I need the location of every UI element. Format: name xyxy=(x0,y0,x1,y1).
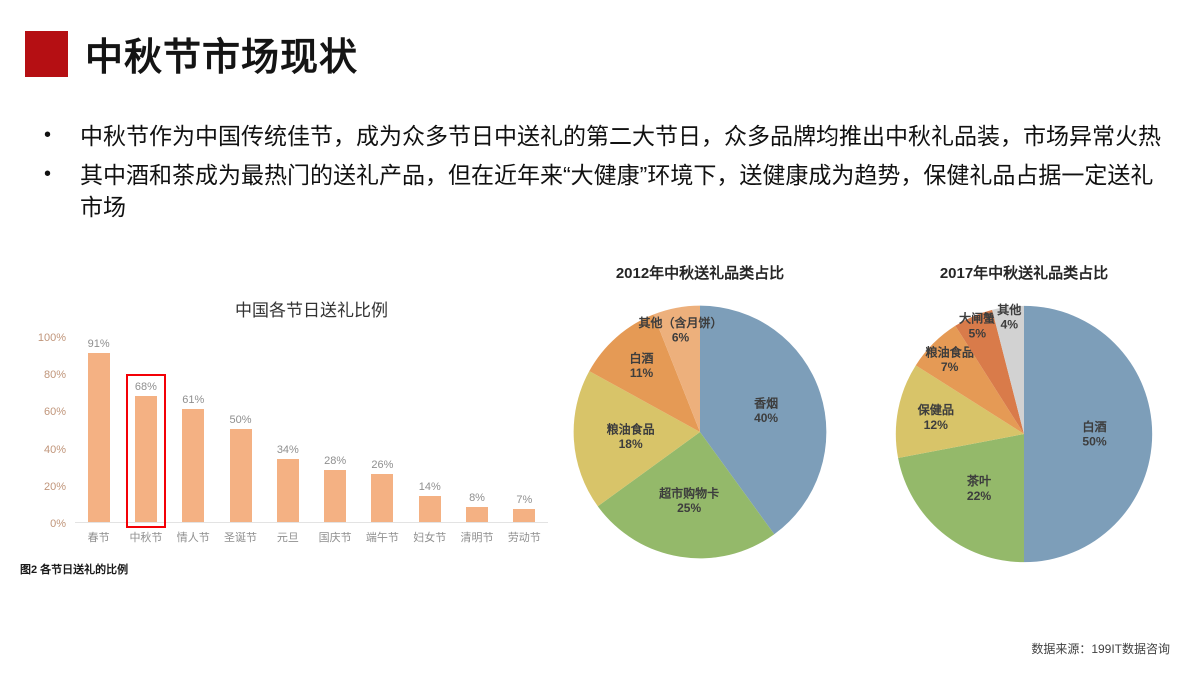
bar-value-label: 28% xyxy=(324,454,347,467)
bar-value-label: 7% xyxy=(516,493,533,506)
bar-column: 50% xyxy=(217,337,264,522)
title-accent-square xyxy=(25,30,68,77)
pie-chart-2017-title: 2017年中秋送礼品类占比 xyxy=(939,265,1109,282)
pie-slice-label: 超市购物卡25% xyxy=(658,485,719,515)
bar-category-label: 端午节 xyxy=(365,532,399,544)
pie-slice-label: 保健品12% xyxy=(917,402,954,432)
bullet-list: 中秋节作为中国传统佳节，成为众多节日中送礼的第二大节日，众多品牌均推出中秋礼品装… xyxy=(44,120,1165,230)
pie-chart-2012: 2012年中秋送礼品类占比 香烟40% 超市购物卡25% 粮油食品18% 白酒11% 其… xyxy=(550,262,850,571)
pie-slice xyxy=(898,434,1024,563)
pie-slice-label: 粮油食品18% xyxy=(607,421,655,451)
pie-slice-label: 大闸蟹5% xyxy=(959,311,995,341)
pie-svg-2012: 香烟40% 超市购物卡25% 粮油食品18% 白酒11% 其他（含月饼）6% xyxy=(573,305,827,559)
bar xyxy=(324,469,347,522)
bullet-item: 其中酒和茶成为最热门的送礼产品，但在近年来“大健康”环境下，送健康成为趋势，保健… xyxy=(44,159,1165,224)
pie-slice-label: 其他4% xyxy=(997,302,1021,332)
pie-slice xyxy=(915,325,1024,434)
bar-column: 26% xyxy=(359,337,406,522)
bar-category-label: 元旦 xyxy=(276,532,299,544)
bar-value-label: 91% xyxy=(87,337,110,350)
bar-category-label: 圣诞节 xyxy=(224,532,258,544)
pie-slice-label: 其他（含月饼）6% xyxy=(639,315,723,345)
pie-chart-2012-title: 2012年中秋送礼品类占比 xyxy=(615,265,785,282)
bar-category-label: 清明节 xyxy=(460,532,494,544)
bar-category-label: 情人节 xyxy=(176,532,210,544)
slide-title: 中秋节市场现状 xyxy=(85,37,359,79)
bar-value-label: 50% xyxy=(229,414,252,426)
bar-value-label: 34% xyxy=(276,443,299,456)
pie-slice xyxy=(597,432,775,559)
bar-column: 61% xyxy=(170,337,217,522)
pie-slice-label: 香烟40% xyxy=(753,395,778,425)
bar-chart: 中国各节日送礼比例 0% 20% 40% 60% 80% 100% 91% 68% 61% 50… xyxy=(20,296,548,577)
y-tick-label: 80% xyxy=(43,369,66,382)
bar-category-label: 劳动节 xyxy=(507,532,541,544)
bar xyxy=(371,473,394,522)
pie-slice xyxy=(1024,305,1153,563)
pie-slice xyxy=(992,305,1024,434)
bar-column: 91% xyxy=(75,337,122,522)
bar xyxy=(513,508,536,522)
pie-slice-label: 白酒11% xyxy=(629,351,653,381)
bar xyxy=(229,429,252,522)
pie-chart-2017: 2017年中秋送礼品类占比 白酒50% 茶叶22% 保健品12% 粮油食品7%大闸蟹5… xyxy=(868,262,1180,575)
bar-category-label: 国庆节 xyxy=(318,532,352,544)
bar-category-label: 春节 xyxy=(87,532,110,544)
pie-slice xyxy=(955,309,1024,434)
y-axis: 0% 20% 40% 60% 80% 100% xyxy=(20,332,75,530)
pie-slice-label: 白酒50% xyxy=(1082,419,1107,449)
bar-chart-title: 中国各节日送礼比例 xyxy=(235,301,388,320)
bar-chart-caption: 图2 各节日送礼的比例 xyxy=(20,564,129,576)
bar-column: 68% xyxy=(122,337,169,528)
slide-header: 中秋节市场现状 xyxy=(25,26,358,81)
pie-slice xyxy=(653,305,700,432)
bar-value-label: 14% xyxy=(418,480,441,493)
y-tick-label: 40% xyxy=(43,443,66,456)
bar-category-label: 妇女节 xyxy=(413,532,447,544)
x-axis-labels: 春节 中秋节 情人节 圣诞节 元旦 国庆节 端午节 妇女节 清明节 劳动节 xyxy=(75,523,548,545)
bar xyxy=(182,408,205,522)
bar-category-label: 中秋节 xyxy=(129,532,163,544)
bar xyxy=(134,395,157,522)
bar-value-label: 68% xyxy=(134,380,157,393)
bars-area: 91% 68% 61% 50% 34% 28% 26% 14% 8% 7% xyxy=(75,337,548,528)
pie-slice xyxy=(895,365,1024,459)
bullet-item: 中秋节作为中国传统佳节，成为众多节日中送礼的第二大节日，众多品牌均推出中秋礼品装… xyxy=(44,120,1165,153)
pie-svg-2017: 白酒50% 茶叶22% 保健品12% 粮油食品7%大闸蟹5%其他4% xyxy=(895,302,1153,563)
bar-column: 28% xyxy=(311,337,358,522)
bar-value-label: 8% xyxy=(469,492,485,505)
pie-slice xyxy=(589,314,700,432)
bar xyxy=(87,352,110,522)
pie-slice xyxy=(573,371,700,507)
pie-slice-label: 粮油食品7% xyxy=(925,344,974,374)
bar-column: 7% xyxy=(501,337,548,522)
bar xyxy=(466,507,489,522)
data-source: 数据来源：199IT数据咨询 xyxy=(1031,642,1170,656)
bar-highlight-box xyxy=(126,373,166,528)
bar-column: 14% xyxy=(406,337,453,522)
bar-value-label: 61% xyxy=(182,393,205,406)
bar-column: 8% xyxy=(453,337,500,522)
bar xyxy=(418,495,441,522)
bar xyxy=(276,458,299,522)
y-tick-label: 20% xyxy=(43,480,66,493)
pie-slice-label: 茶叶22% xyxy=(966,473,992,503)
bar-plot-area: 0% 20% 40% 60% 80% 100% 91% 68% 61% 50% 34% 28% 26%… xyxy=(20,332,548,530)
y-tick-label: 0% xyxy=(50,518,66,530)
bar-column: 34% xyxy=(264,337,311,522)
y-tick-label: 60% xyxy=(43,406,66,419)
pie-slice xyxy=(700,305,827,535)
y-tick-label: 100% xyxy=(37,332,66,344)
bar-value-label: 26% xyxy=(371,458,394,471)
